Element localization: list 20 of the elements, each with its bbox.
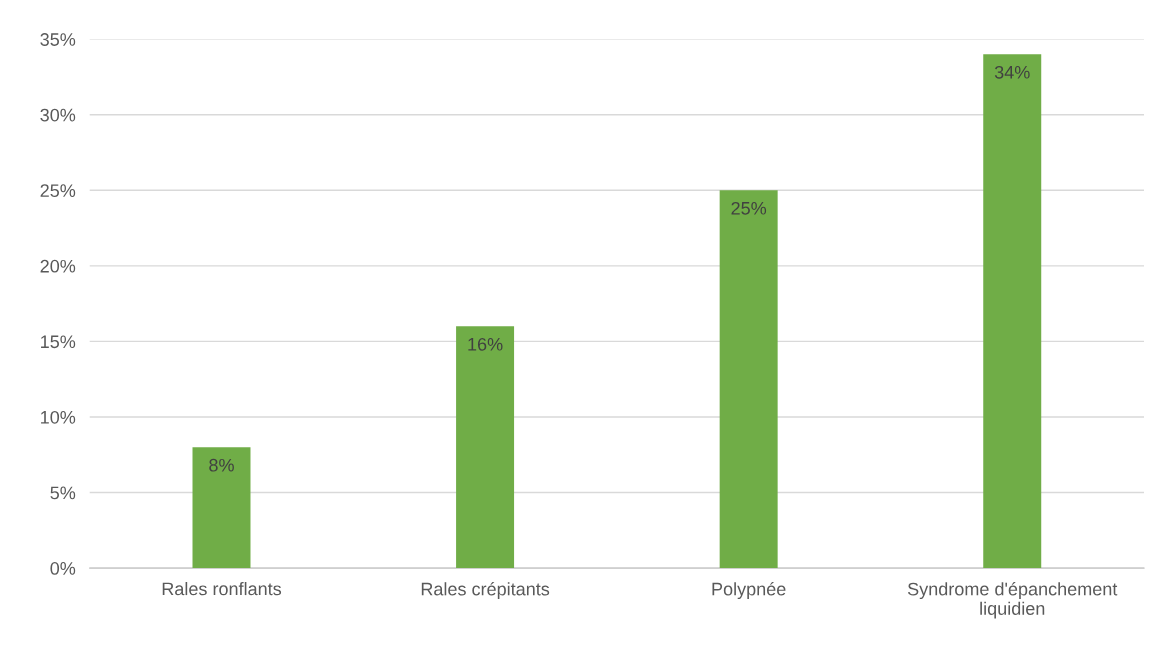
- data-label: 25%: [731, 201, 767, 215]
- x-tick-label: Rales crépitants: [421, 582, 550, 600]
- data-label: 16%: [468, 337, 503, 351]
- x-tick-label: Rales ronflants: [162, 582, 282, 596]
- bar: [192, 447, 251, 569]
- y-tick-label: 5%: [50, 486, 76, 500]
- y-tick-label: 25%: [40, 184, 76, 198]
- bar: [983, 54, 1042, 569]
- bar: [719, 190, 778, 569]
- y-tick-label: 35%: [40, 33, 76, 46]
- data-label: 8%: [209, 458, 234, 472]
- data-label: 34%: [994, 65, 1030, 79]
- x-tick-label: Syndrome d'épanchement liquidien: [907, 582, 1118, 619]
- bar: [456, 326, 515, 569]
- y-tick-label: 0%: [50, 562, 76, 575]
- x-tick-label: Polypnée: [712, 582, 786, 600]
- y-tick-label: 15%: [41, 335, 76, 349]
- y-tick-label: 20%: [40, 259, 76, 273]
- y-tick-label: 10%: [41, 410, 76, 424]
- y-tick-label: 30%: [40, 108, 76, 122]
